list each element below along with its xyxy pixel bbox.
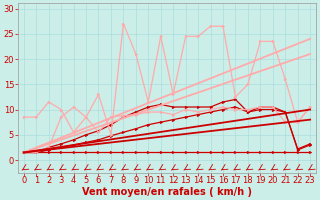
X-axis label: Vent moyen/en rafales ( km/h ): Vent moyen/en rafales ( km/h ) (82, 187, 252, 197)
